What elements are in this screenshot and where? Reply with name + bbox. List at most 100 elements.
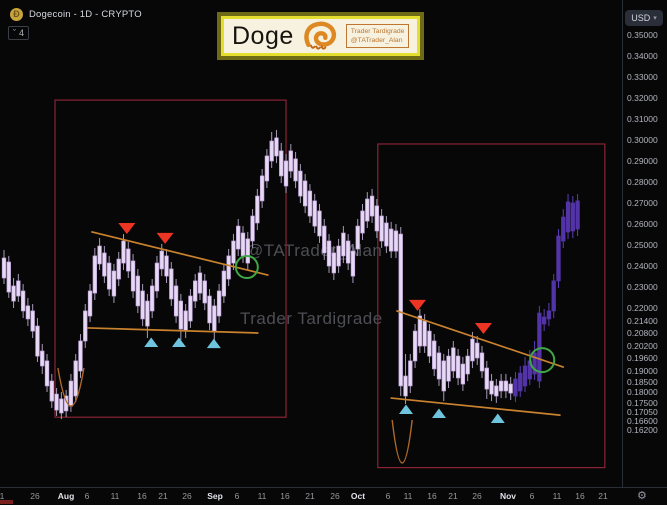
sell-marker[interactable] [118,223,136,235]
candle-body [288,150,293,172]
price-axis-label: 0.21400 [627,315,658,326]
candle-body [193,280,198,302]
bottom-arc[interactable] [57,367,85,407]
candle-body [365,198,370,222]
buy-marker[interactable] [206,338,221,349]
candle-body [556,235,561,282]
candle-body [518,372,523,392]
candle-body [398,233,403,387]
candle-body [379,215,384,242]
sell-marker[interactable] [474,323,492,334]
candle-body [312,200,317,227]
candle-body [369,195,375,217]
price-axis-label: 0.19000 [627,366,658,376]
candle-body [135,275,140,307]
trendline[interactable] [87,327,259,334]
sell-marker[interactable] [408,299,426,311]
candle-body [302,180,308,207]
candle-body [78,340,83,372]
symbol-legend: Ð Dogecoin - 1D - CRYPTO [10,8,142,21]
symbol-title[interactable]: Dogecoin - 1D - CRYPTO [29,9,142,20]
price-axis-label: 0.20200 [627,340,658,351]
breakout-circle[interactable] [529,347,556,374]
candle-body [97,245,102,265]
candle-body [87,290,93,317]
candle-body [460,363,466,385]
candle-body [83,310,88,342]
candle-body [126,248,131,272]
candle-body [422,320,427,347]
doge-banner: Doge Trader Tardigrade @TATrader_Alan [217,12,425,60]
candle-body [264,155,270,182]
time-axis-label: Aug [57,491,75,501]
time-axis-label: Sep [207,491,223,501]
trendline[interactable] [390,397,561,416]
candle-body [35,325,40,357]
candle-body [11,285,16,302]
buy-marker[interactable] [171,337,186,348]
buy-marker[interactable] [398,404,413,415]
time-axis-label: Nov [499,491,517,501]
candle-body [54,393,59,411]
object-tree-badge[interactable]: ˇ 4 [8,26,30,40]
buy-marker[interactable] [490,413,505,424]
candle-body [30,310,35,332]
candle-body [436,352,442,380]
buy-marker[interactable] [144,337,159,348]
price-axis-label: 0.26000 [627,219,658,229]
candle-body [317,210,322,237]
candle-body [341,232,346,257]
banner-credit: Trader Tardigrade @TATrader_Alan [345,23,410,49]
candle-body [240,232,246,257]
candle-body [513,378,518,397]
candle-body [360,210,365,234]
time-axis-label: 6 [385,491,391,501]
candle-body [331,252,336,274]
candle-body [212,305,217,332]
trendline[interactable] [396,310,565,368]
gear-icon[interactable]: ⚙ [637,489,647,502]
time-axis-label: 16 [575,491,585,501]
time-axis-label: 21 [448,491,458,501]
candle-body [393,230,399,252]
candle-body [121,240,126,264]
candle-body [446,355,451,382]
candle-body [537,312,542,382]
time-axis-label: 6 [234,491,240,501]
candle-body [202,280,207,304]
buy-marker[interactable] [431,408,446,419]
candle-body [44,360,50,387]
price-axis-label: 0.32000 [627,93,658,103]
price-axis[interactable]: USD ▾ 0.35000 0.34000 0.33000 0.32000 0.3100… [623,0,667,487]
time-axis[interactable]: 1 26 Aug 6 11 16 21 26 Sep 6 11 16 21 26 Oct 6 11 16 21 26 N… [0,488,667,505]
pattern-box[interactable] [54,99,287,418]
candle-body [455,355,461,379]
price-axis-label: 0.22000 [627,303,658,313]
candle-body [441,360,446,392]
candlestick-plot[interactable] [0,0,622,487]
candle-body [231,240,236,264]
price-axis-label: 0.29000 [627,156,658,166]
dogecoin-icon: Ð [10,8,23,21]
candle-body [236,225,241,250]
candle-body [322,225,327,254]
candle-body [1,257,7,279]
trendline[interactable] [91,231,269,276]
price-axis-label: 0.17050 [627,406,658,417]
time-axis-label: 26 [30,491,40,501]
candle-body [374,205,379,232]
watermark-name: Trader Tardigrade [240,309,383,328]
candle-body [561,216,566,242]
breakout-circle[interactable] [234,255,259,280]
currency-label: USD [631,13,651,23]
candle-body [16,280,21,297]
candle-body [498,380,504,392]
candle-body [508,383,513,394]
currency-selector[interactable]: USD ▾ [625,10,663,26]
candle-body [150,285,155,312]
candle-body [565,201,571,233]
bottom-arc[interactable] [391,419,413,464]
pattern-box[interactable] [377,143,606,469]
candle-body [73,360,78,397]
sell-marker[interactable] [156,232,174,244]
